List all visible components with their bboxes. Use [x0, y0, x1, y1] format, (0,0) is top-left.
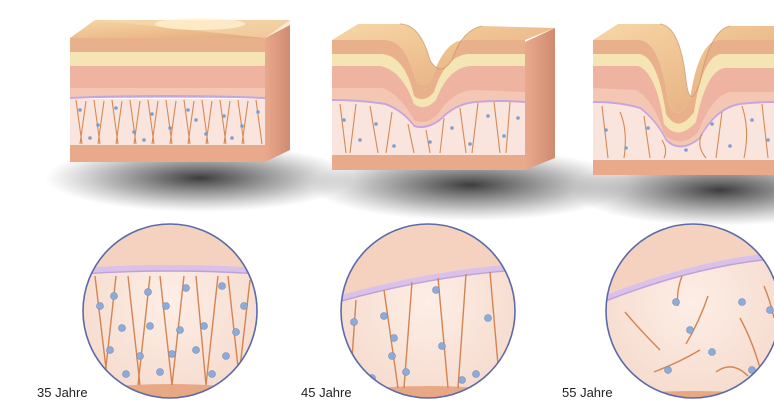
skin-block-icon	[45, 18, 355, 212]
skin-block-icon	[310, 23, 630, 221]
magnified-dermis-icon	[340, 223, 516, 399]
magnified-dermis-icon	[605, 223, 774, 399]
age-label-35: 35 Jahre	[37, 385, 88, 400]
age-label-45: 45 Jahre	[301, 385, 352, 400]
age-label-55: 55 Jahre	[562, 385, 613, 400]
skin-block-icon	[570, 23, 774, 226]
magnified-dermis-icon	[82, 223, 258, 399]
